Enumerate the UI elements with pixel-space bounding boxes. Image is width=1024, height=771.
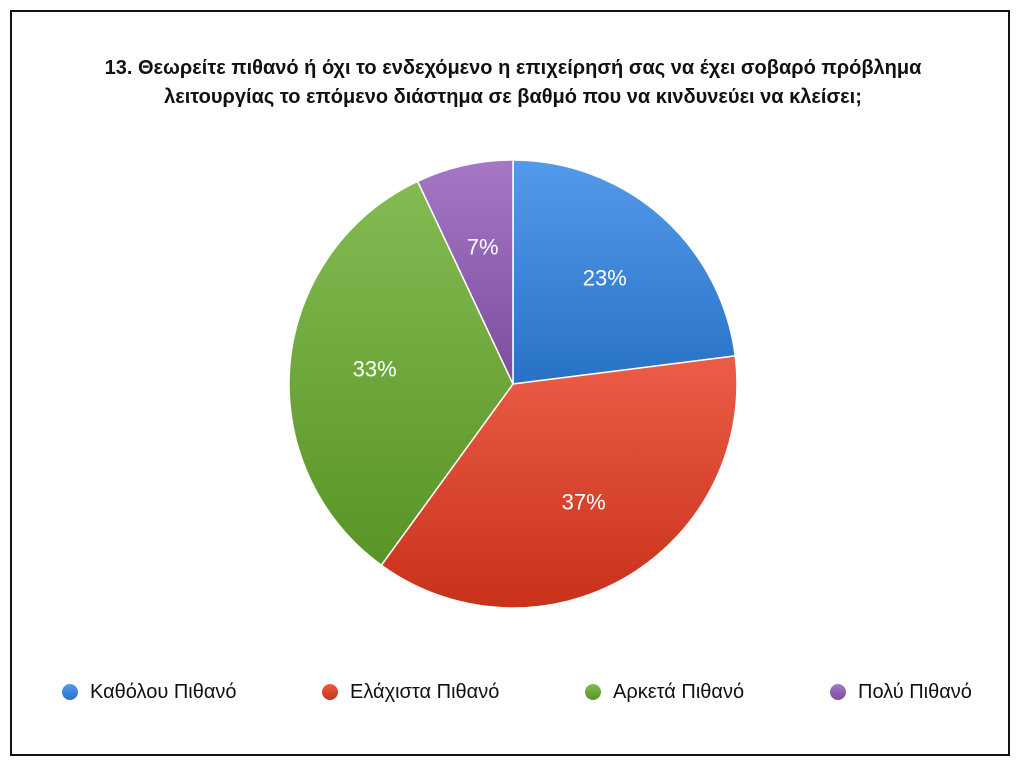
pie-slice bbox=[416, 159, 514, 385]
slice-percent-label: 23% bbox=[583, 266, 627, 291]
chart-title-line-2: λειτουργίας το επόμενο διάστημα σε βαθμό… bbox=[164, 86, 862, 108]
pie-slice bbox=[380, 355, 738, 609]
chart-title-line-1: 13. Θεωρείτε πιθανό ή όχι το ενδεχόμενο … bbox=[104, 57, 922, 79]
slice-percent-label: 33% bbox=[353, 357, 397, 382]
slice-percent-label: 7% bbox=[467, 234, 499, 259]
pie-slice bbox=[288, 180, 514, 567]
pie-slice bbox=[512, 159, 737, 385]
slice-percent-label: 37% bbox=[562, 489, 606, 514]
chart-title: 13. Θεωρείτε πιθανό ή όχι το ενδεχόμενο … bbox=[40, 54, 986, 112]
